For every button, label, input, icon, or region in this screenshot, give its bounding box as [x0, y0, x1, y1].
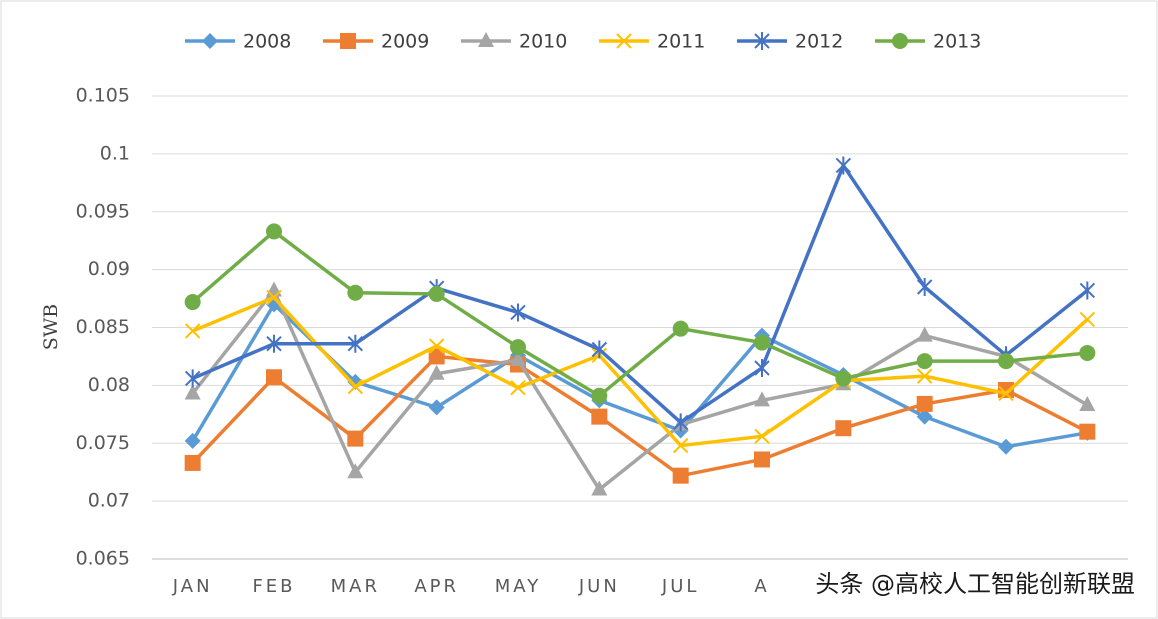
marker: [510, 379, 526, 396]
marker: [892, 33, 908, 49]
y-axis-label: SWB: [40, 304, 62, 351]
marker: [616, 33, 632, 49]
marker: [428, 285, 445, 302]
y-tick-label: 0.085: [76, 316, 130, 338]
marker: [998, 385, 1014, 402]
y-tick-label: 0.1: [100, 142, 130, 164]
marker: [591, 480, 608, 496]
marker: [347, 334, 364, 353]
marker: [347, 284, 364, 301]
marker: [835, 156, 852, 175]
marker: [591, 387, 608, 404]
marker: [428, 364, 445, 380]
y-tick-label: 0.095: [76, 200, 130, 222]
marker: [266, 369, 282, 386]
marker: [340, 33, 356, 49]
legend-label: 2012: [795, 31, 843, 53]
series: [184, 223, 1096, 404]
marker: [754, 32, 770, 50]
marker: [672, 437, 689, 454]
marker: [672, 467, 689, 484]
marker: [672, 413, 689, 432]
marker: [347, 378, 364, 395]
legend-label: 2010: [519, 31, 567, 53]
marker: [1079, 423, 1096, 440]
series: [184, 289, 1096, 454]
x-tick-label: MAY: [495, 576, 541, 597]
marker: [754, 359, 770, 378]
x-tick-label: JAN: [172, 576, 213, 597]
y-tick-label: 0.075: [76, 432, 130, 454]
marker: [428, 338, 445, 354]
legend-label: 2009: [381, 31, 429, 53]
x-tick-label: JUL: [661, 576, 700, 597]
line: [191, 295, 1089, 448]
line: [191, 287, 1089, 493]
y-tick-label: 0.105: [76, 85, 130, 107]
x-tick-label: A: [754, 576, 769, 597]
marker: [754, 391, 770, 407]
marker: [916, 408, 933, 425]
marker: [428, 348, 445, 365]
marker: [266, 289, 282, 306]
line: [191, 229, 1088, 398]
marker: [266, 334, 282, 353]
marker: [510, 303, 526, 322]
marker: [184, 294, 201, 311]
y-tick-label: 0.07: [88, 490, 130, 512]
marker: [347, 430, 364, 447]
legend-label: 2013: [933, 31, 981, 53]
marker: [672, 320, 689, 337]
marker: [347, 463, 364, 479]
marker: [998, 353, 1014, 370]
marker: [916, 277, 933, 296]
series: [184, 156, 1096, 432]
marker: [184, 432, 201, 449]
marker: [998, 438, 1014, 455]
x-tick-label: APR: [414, 576, 459, 597]
y-tick-label: 0.065: [76, 548, 130, 570]
x-tick-label: MAR: [331, 576, 380, 597]
line: [191, 301, 1088, 449]
marker: [266, 223, 282, 240]
x-tick-label: JUN: [578, 576, 620, 597]
marker: [1079, 396, 1096, 412]
line: [191, 161, 1089, 425]
marker: [510, 350, 526, 366]
legend-label: 2008: [243, 31, 291, 53]
plot-area: 0.065 0.07 0.075 0.08 0.085 0.09 0.095 0.1 0.105…: [76, 31, 1128, 597]
series: [184, 348, 1096, 484]
marker: [754, 451, 770, 468]
marker: [591, 408, 608, 425]
marker: [1079, 281, 1096, 300]
marker: [202, 33, 218, 49]
marker: [916, 368, 933, 384]
marker: [916, 353, 933, 370]
marker: [428, 399, 445, 416]
marker: [591, 340, 608, 359]
marker: [184, 323, 201, 339]
marker: [1079, 344, 1096, 361]
marker: [510, 339, 526, 356]
marker: [184, 454, 201, 471]
watermark: 头条 @高校人工智能创新联盟: [815, 570, 1135, 598]
y-tick-label: 0.08: [88, 374, 130, 396]
marker: [916, 395, 933, 412]
marker: [184, 384, 201, 400]
marker: [754, 334, 770, 351]
marker: [184, 369, 201, 388]
y-tick-label: 0.09: [88, 258, 130, 280]
marker: [478, 32, 494, 47]
marker: [835, 420, 852, 437]
x-tick-label: FEB: [252, 576, 295, 597]
marker: [754, 428, 770, 445]
marker: [1079, 311, 1096, 328]
marker: [916, 326, 933, 342]
line: [191, 354, 1089, 478]
marker: [835, 370, 852, 387]
legend-label: 2011: [657, 31, 705, 53]
